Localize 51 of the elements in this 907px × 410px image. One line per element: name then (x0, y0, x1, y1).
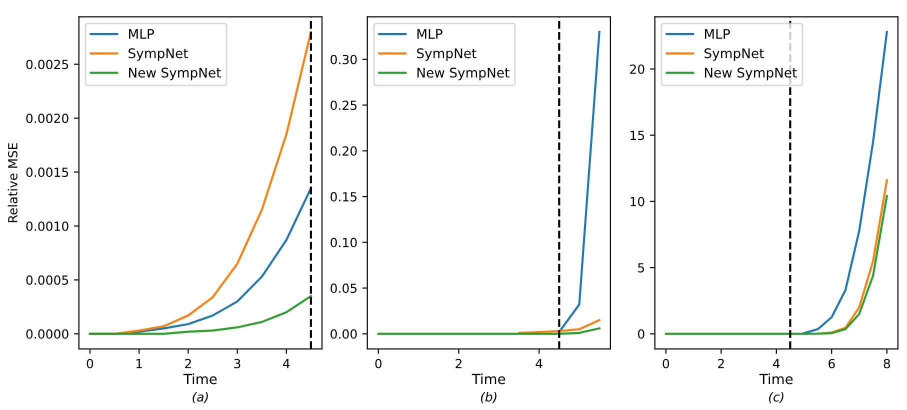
legend-label: New SympNet (129, 68, 221, 80)
y-tick-label: 0.30 (330, 54, 357, 64)
y-tick-label: 0.0000 (26, 329, 68, 339)
y-tick-label: 0.05 (330, 284, 357, 293)
legend-label: SympNet (128, 48, 188, 61)
y-tick-label: 5 (638, 263, 644, 273)
legend-label: SympNet (417, 48, 476, 61)
y-tick-label: 0.25 (330, 100, 357, 110)
x-tick-label: 0 (662, 358, 670, 368)
text: (c) (769, 392, 784, 404)
legend-label: SympNet (704, 48, 764, 61)
x-tick-label: 0 (375, 358, 382, 368)
line-series (518, 319, 600, 334)
x-tick-label: 4 (536, 359, 542, 368)
x-tick-label: 4 (283, 359, 290, 368)
x-tick-label: 4 (773, 359, 780, 368)
text: (b) (480, 392, 496, 404)
y-tick-label: 20 (630, 64, 644, 74)
legend-label: MLP (704, 29, 730, 39)
legend-label: New SympNet (704, 68, 797, 80)
y-tick-label: 15 (630, 130, 644, 140)
x-axis-title: Time (183, 374, 217, 384)
x-tick-label: 1 (136, 359, 142, 368)
x-tick-label: 2 (718, 358, 724, 368)
y-tick-label: 0.20 (330, 146, 357, 156)
x-tick-label: 8 (884, 358, 890, 368)
x-axis-title: Time (759, 374, 793, 384)
x-tick-label: 0 (86, 358, 94, 368)
x-tick-label: 6 (828, 358, 835, 368)
x-tick-label: 2 (456, 358, 462, 368)
y-tick-label: 0.0005 (26, 275, 68, 285)
legend-label: MLP (417, 29, 442, 39)
y-tick-label: 0.00 (330, 329, 357, 339)
y-tick-label: 0.0025 (26, 60, 68, 70)
x-axis-title: Time (472, 374, 506, 384)
x-tick-label: 2 (185, 358, 191, 368)
y-axis-title: Relative MSE (8, 143, 18, 222)
line-series (664, 195, 888, 335)
line-series (802, 30, 888, 334)
y-tick-label: 10 (630, 196, 644, 206)
line-series (88, 295, 312, 335)
y-tick-label: 0.0015 (26, 168, 68, 178)
text: (a) (192, 392, 208, 404)
x-tick-label: 3 (234, 358, 240, 368)
y-tick-label: 0 (638, 329, 644, 339)
y-tick-label: 0.0020 (26, 114, 68, 124)
y-tick-label: 0.15 (330, 192, 357, 202)
legend-label: MLP (129, 29, 154, 39)
y-tick-label: 0.10 (330, 238, 357, 248)
y-tick-label: 0.0010 (26, 221, 68, 231)
legend-label: New SympNet (417, 68, 510, 80)
